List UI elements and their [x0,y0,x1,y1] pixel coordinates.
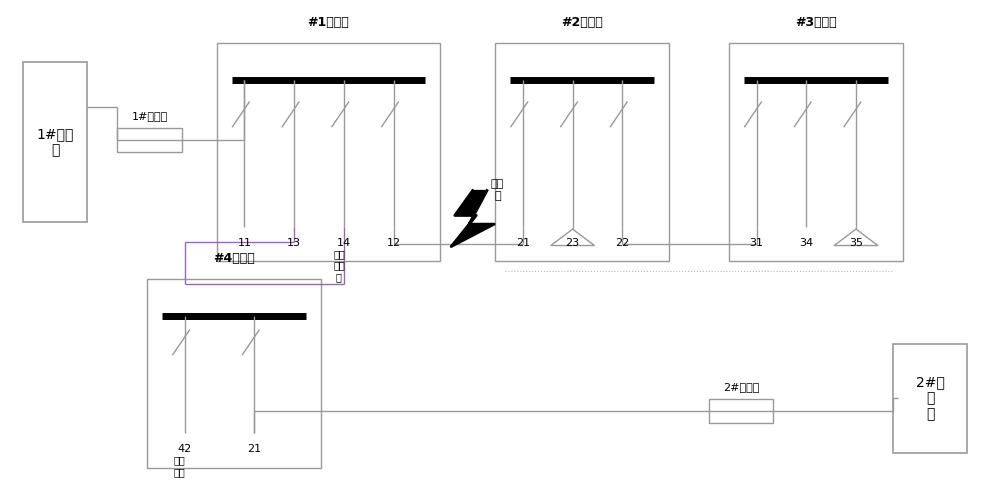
Text: #1环网柜: #1环网柜 [308,16,349,29]
Text: 31: 31 [750,237,764,247]
Text: 1#变电
站: 1#变电 站 [36,127,74,157]
Text: 联络
开关: 联络 开关 [174,455,186,477]
Polygon shape [451,191,494,246]
Text: 13: 13 [287,237,301,247]
Bar [117,128,182,152]
Text: 42: 42 [178,444,192,454]
Bar [729,43,903,262]
Bar [23,62,87,222]
Text: 11: 11 [237,237,251,247]
Text: 14: 14 [337,237,351,247]
Bar [217,43,440,262]
Text: 12: 12 [387,237,401,247]
Text: #4环网柜: #4环网柜 [213,252,255,265]
Text: #2环网柜: #2环网柜 [561,16,603,29]
Text: #3环网柜: #3环网柜 [795,16,837,29]
Bar [709,399,773,423]
Text: 1#线开关: 1#线开关 [131,111,168,121]
Text: 故障
点: 故障 点 [491,180,504,201]
Bar [893,344,967,453]
Text: 22: 22 [615,237,629,247]
Bar [495,43,669,262]
Text: 35: 35 [849,237,863,247]
Text: 21: 21 [516,237,530,247]
Text: 23: 23 [566,237,580,247]
Text: 小回
路联
络: 小回 路联 络 [333,249,345,282]
Text: 2#变
电
站: 2#变 电 站 [916,375,945,422]
Text: 34: 34 [799,237,813,247]
Text: 2#线开关: 2#线开关 [723,382,759,392]
Bar [147,279,321,468]
Text: 21: 21 [247,444,261,454]
